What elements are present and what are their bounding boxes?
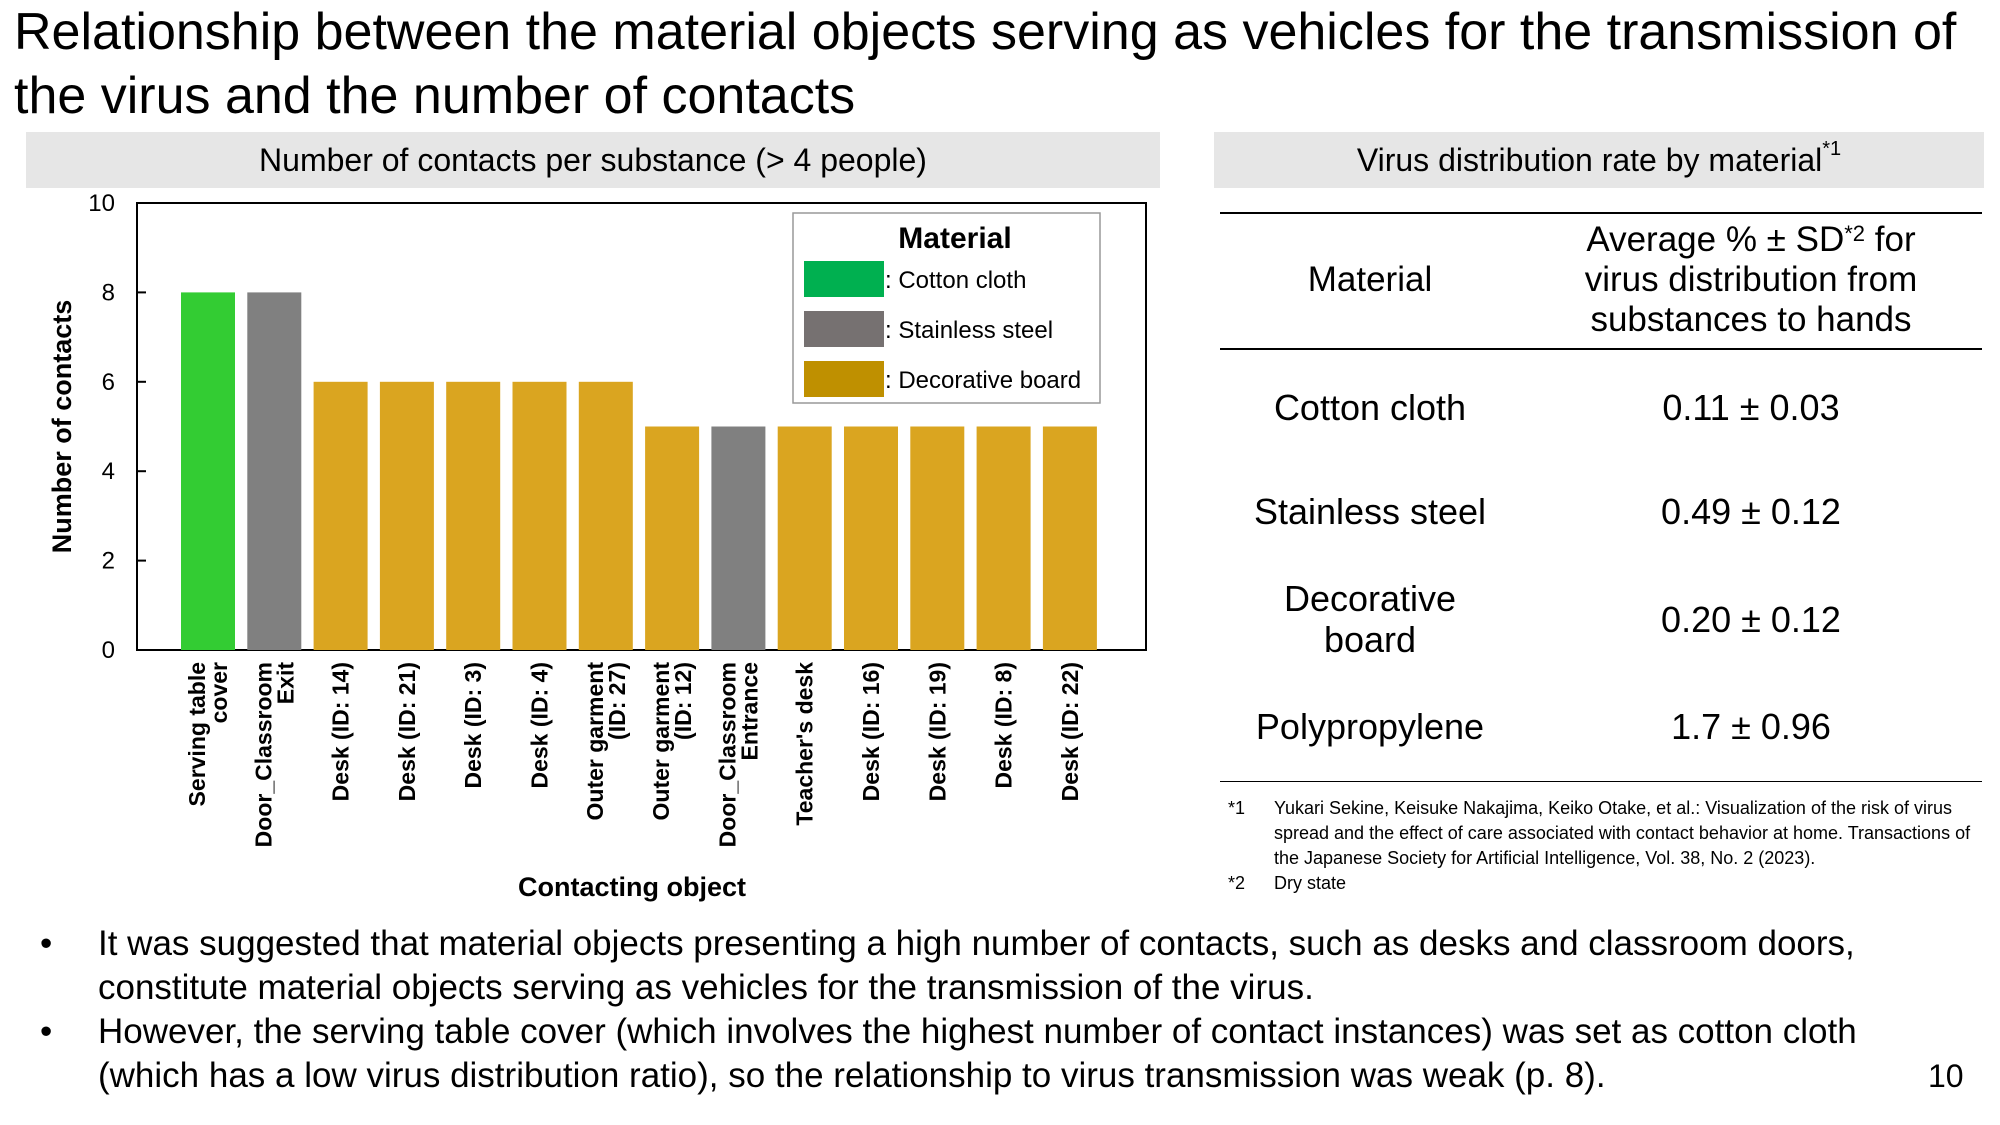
bar	[910, 426, 965, 650]
table-header-label: Virus distribution rate by material	[1356, 142, 1823, 178]
bar	[976, 426, 1031, 650]
bar	[777, 426, 832, 650]
category-label: Desk (ID: 4)	[527, 662, 553, 789]
category-label: Entrance	[736, 662, 762, 760]
bar	[1042, 426, 1097, 650]
category-label: Teacher's desk	[792, 662, 818, 826]
table-row: Polypropylene 1.7 ± 0.96	[1220, 673, 1982, 782]
cell-material: Cotton cloth	[1273, 387, 1467, 428]
category-label: Desk (ID: 14)	[328, 662, 354, 801]
category-label: cover	[206, 662, 232, 723]
y-tick-label: 0	[102, 637, 115, 664]
legend-label: : Stainless steel	[885, 317, 1053, 344]
bar	[313, 381, 368, 650]
cell-material: Polypropylene	[1220, 673, 1520, 782]
category-label: Exit	[272, 662, 298, 705]
category-label: Outer garment	[582, 662, 608, 821]
rate-header-line1-pre: Average % ± SD	[1586, 220, 1845, 259]
table-header: Virus distribution rate by material*1	[1214, 132, 1984, 188]
table-header-note: *1	[1822, 138, 1842, 160]
bar	[247, 292, 302, 650]
cell-material: Decorative board	[1283, 578, 1457, 660]
category-label: Desk (ID: 19)	[924, 662, 950, 801]
table-row: Cotton cloth 0.11 ± 0.03	[1220, 349, 1982, 457]
bullet-list: It was suggested that material objects p…	[40, 922, 1940, 1098]
bar	[379, 381, 434, 650]
footnote-2: *2 Dry state	[1228, 871, 1988, 896]
cell-rate: 0.49 ± 0.12	[1661, 490, 1841, 532]
plot-frame	[136, 202, 1147, 651]
bar	[844, 426, 898, 650]
cell-rate: 0.11 ± 0.03	[1662, 387, 1840, 428]
bar	[181, 292, 235, 650]
bullet-item: It was suggested that material objects p…	[40, 922, 1940, 1010]
category-label: (ID: 27)	[604, 662, 630, 740]
footnote-text: Yukari Sekine, Keisuke Nakajima, Keiko O…	[1274, 798, 1971, 868]
rate-header-line2: virus distribution from	[1584, 260, 1918, 299]
col-header-material: Material	[1220, 212, 1520, 350]
legend: Material : Cotton cloth : Stainless steel…	[792, 212, 1101, 404]
bar	[446, 381, 501, 650]
bar	[578, 381, 633, 650]
slide-title: Relationship between the material object…	[14, 3, 1957, 125]
category-label: Desk (ID: 16)	[858, 662, 884, 801]
table-row: Decorative board 0.20 ± 0.12	[1220, 565, 1982, 673]
category-label: Desk (ID: 3)	[460, 662, 486, 789]
rate-header-line3: substances to hands	[1590, 300, 1912, 339]
bar-chart: Number of contacts 0 2 4 6 8 10 Serving table…	[47, 190, 1147, 902]
category-label: Outer garment	[648, 662, 674, 821]
col-header-rate: Average % ± SD*2 for virus distribution …	[1520, 212, 1982, 350]
legend-title: Material	[898, 222, 1011, 255]
legend-label: : Decorative board	[885, 367, 1081, 394]
category-label: Desk (ID: 22)	[1057, 662, 1083, 801]
y-tick-label: 10	[88, 190, 115, 217]
cell-rate: 0.20 ± 0.12	[1661, 598, 1841, 640]
cell-material: Stainless steel	[1253, 490, 1487, 532]
category-label: Desk (ID: 8)	[991, 662, 1017, 789]
legend-swatch	[804, 261, 884, 297]
distribution-table: Material Average % ± SD*2 for virus dist…	[1220, 212, 1982, 782]
table-row: Stainless steel 0.49 ± 0.12	[1220, 457, 1982, 565]
bar	[645, 426, 700, 650]
cell-rate: 1.7 ± 0.96	[1520, 673, 1982, 782]
legend-swatch	[804, 361, 884, 397]
footnote-1: *1 Yukari Sekine, Keisuke Nakajima, Keik…	[1228, 796, 1988, 871]
chart-header: Number of contacts per substance (> 4 pe…	[26, 132, 1160, 188]
bullet-item: However, the serving table cover (which …	[40, 1010, 1940, 1098]
table-header-row: Material Average % ± SD*2 for virus dist…	[1220, 212, 1982, 350]
footnotes: *1 Yukari Sekine, Keisuke Nakajima, Keik…	[1228, 796, 1988, 896]
footnote-mark: *1	[1228, 798, 1246, 818]
y-tick-label: 8	[102, 279, 115, 306]
category-label: Desk (ID: 21)	[394, 662, 420, 801]
footnote-text: Dry state	[1274, 873, 1347, 893]
footnote-mark: *2	[1228, 873, 1246, 893]
category-label: Door_Classroom	[714, 662, 740, 847]
x-axis-title: Contacting object	[518, 872, 746, 902]
legend-label: : Cotton cloth	[885, 267, 1026, 294]
category-label: (ID: 12)	[670, 662, 696, 740]
rate-header-note: *2	[1844, 221, 1866, 246]
page-number: 10	[1928, 1058, 1964, 1094]
y-tick-label: 2	[102, 548, 115, 575]
legend-swatch	[804, 311, 884, 347]
y-axis-title: Number of contacts	[47, 300, 77, 554]
y-tick-label: 6	[102, 369, 115, 396]
bar	[711, 426, 766, 650]
y-tick-label: 4	[102, 458, 115, 485]
category-label: Serving table	[184, 662, 210, 806]
rate-header-line1-post: for	[1865, 220, 1916, 259]
category-label: Door_Classroom	[250, 662, 276, 847]
bar	[512, 381, 567, 650]
